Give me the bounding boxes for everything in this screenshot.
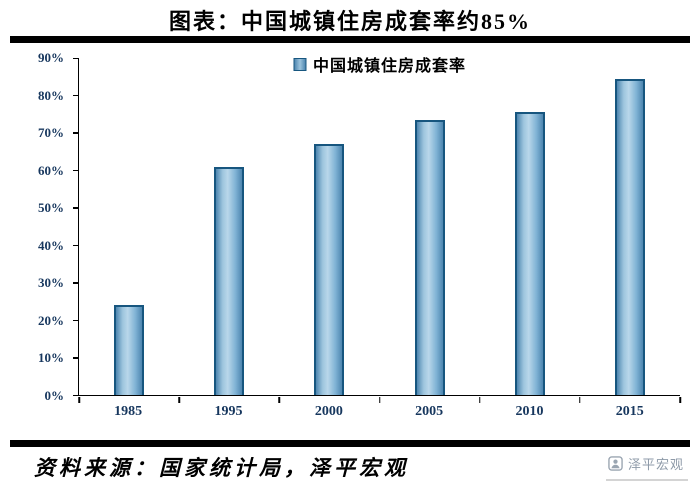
- plot-area: 中国城镇住房成套率: [73, 52, 681, 403]
- bar-slot: [179, 58, 279, 395]
- y-tick-mark: [73, 169, 79, 172]
- y-tick-label: 50%: [38, 200, 64, 216]
- y-axis-labels: 0% 10% 20% 30% 40% 50% 60% 70% 80% 90%: [0, 50, 70, 403]
- y-tick-mark: [73, 319, 79, 322]
- y-tick-mark: [73, 94, 79, 97]
- bar-slot: [79, 58, 179, 395]
- y-tick-label: 0%: [44, 388, 65, 403]
- wechat-account-icon: [608, 455, 623, 471]
- y-tick-mark: [73, 394, 79, 396]
- bottom-divider: [10, 440, 690, 447]
- y-tick-mark: [73, 207, 79, 209]
- y-tick-label: 90%: [38, 50, 64, 65]
- bars-container: [79, 58, 680, 395]
- brand: 泽平宏观: [605, 454, 688, 481]
- bar-chart: 0% 10% 20% 30% 40% 50% 60% 70% 80% 90% 中国城镇住房成套率 …: [0, 44, 700, 440]
- bar-1985: [114, 305, 145, 395]
- y-tick-label: 10%: [38, 350, 64, 366]
- y-tick-label: 40%: [38, 237, 64, 253]
- y-tick-label: 60%: [38, 162, 64, 178]
- x-tick-label: 2015: [615, 404, 644, 419]
- legend-swatch-icon: [292, 57, 306, 71]
- brand-label: 泽平宏观: [627, 456, 684, 472]
- x-tick-mark: [378, 396, 381, 403]
- y-tick-label: 80%: [38, 87, 64, 103]
- bar-2015: [614, 78, 645, 395]
- legend-label: 中国城镇住房成套率: [312, 58, 467, 75]
- x-tick-mark: [178, 396, 180, 403]
- bar-slot: [279, 58, 379, 395]
- x-tick-label: 2005: [415, 404, 444, 419]
- x-tick-label: 1985: [114, 404, 143, 419]
- x-tick-label: 2000: [314, 404, 343, 419]
- x-tick-mark: [278, 396, 281, 403]
- y-tick-mark: [73, 357, 79, 359]
- y-tick-label: 70%: [38, 125, 64, 141]
- x-tick-mark: [679, 396, 681, 403]
- x-axis-labels: 1985 1995 2000 2005 2010 2015: [78, 404, 680, 426]
- y-tick-mark: [73, 132, 79, 134]
- bar-slot: [580, 58, 680, 395]
- y-tick-label: 30%: [38, 275, 64, 291]
- page-title: 图表：中国城镇住房成套率约85%: [168, 9, 531, 34]
- bar-slot: [480, 58, 580, 395]
- bar-2010: [514, 112, 545, 395]
- x-tick-mark: [478, 396, 481, 403]
- y-tick-mark: [73, 57, 79, 59]
- y-tick-mark: [73, 244, 79, 247]
- y-tick-mark: [73, 282, 79, 284]
- bar-slot: [380, 58, 480, 395]
- x-tick-label: 1995: [214, 404, 243, 419]
- bar-2000: [314, 144, 345, 395]
- bar-1995: [214, 166, 245, 395]
- top-divider: [10, 36, 690, 43]
- bar-2005: [414, 119, 445, 395]
- x-tick-label: 2010: [515, 404, 544, 419]
- y-tick-label: 20%: [38, 312, 64, 328]
- source-text: 资料来源：国家统计局，泽平宏观: [34, 456, 409, 480]
- legend: 中国城镇住房成套率: [288, 52, 471, 76]
- x-tick-mark: [579, 396, 581, 403]
- footer: 资料来源：国家统计局，泽平宏观 泽平宏观: [0, 452, 700, 482]
- x-tick-mark: [78, 396, 80, 403]
